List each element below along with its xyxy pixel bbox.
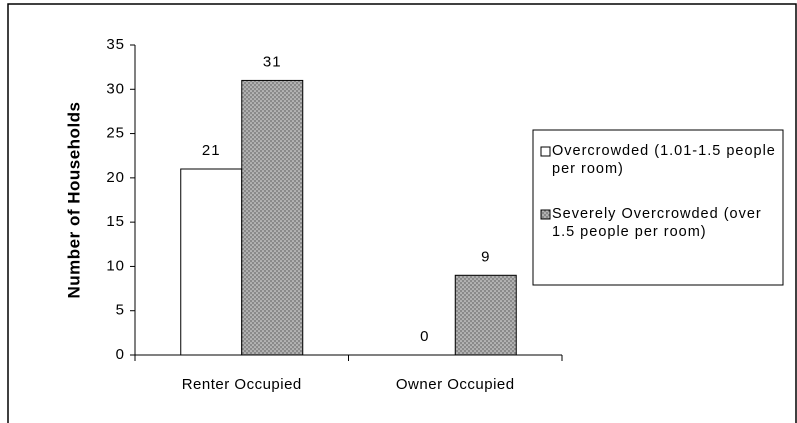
- y-tick-label: 5: [116, 302, 125, 319]
- x-tick-label: Renter Occupied: [182, 376, 302, 393]
- data-label: 9: [481, 248, 490, 265]
- legend-label: Overcrowded (1.01-1.5 people per room): [552, 143, 776, 177]
- y-tick-label: 35: [106, 36, 125, 53]
- x-tick-label: Owner Occupied: [396, 376, 515, 393]
- bar: [454, 274, 517, 356]
- legend-entry: Severely Overcrowded (over 1.5 people pe…: [552, 206, 762, 240]
- legend-swatch: [540, 209, 551, 220]
- legend-label: Severely Overcrowded (over 1.5 people pe…: [552, 206, 762, 240]
- data-label: 0: [420, 328, 429, 345]
- y-tick-label: 15: [106, 213, 125, 230]
- data-label: 31: [263, 53, 282, 70]
- y-axis-label: Number of Households: [64, 101, 83, 298]
- y-tick-label: 10: [106, 257, 125, 274]
- bar: [241, 79, 304, 356]
- y-tick-label: 0: [116, 346, 125, 363]
- y-tick-label: 30: [106, 80, 125, 97]
- legend-swatch: [540, 146, 551, 157]
- chart-frame: [7, 3, 797, 423]
- legend-entry: Overcrowded (1.01-1.5 people per room): [552, 143, 776, 177]
- y-tick-label: 25: [106, 125, 125, 142]
- legend-box: [532, 129, 784, 286]
- data-label: 21: [202, 142, 221, 159]
- bar: [180, 168, 243, 356]
- y-tick-label: 20: [106, 169, 125, 186]
